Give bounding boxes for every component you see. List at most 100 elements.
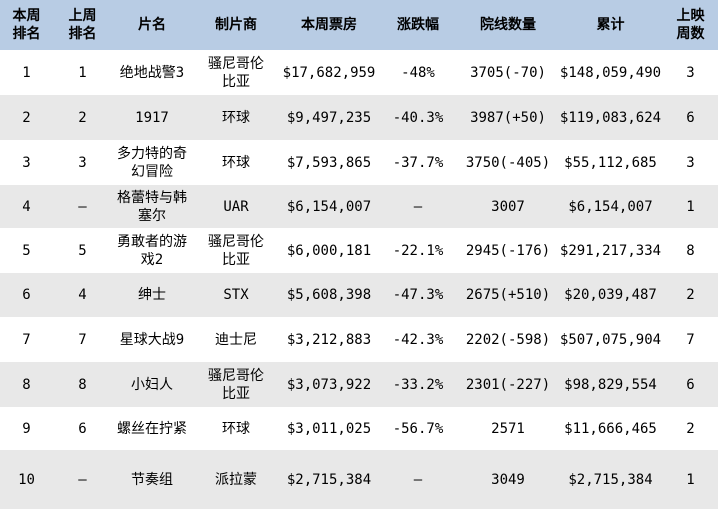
table-row: 10 – 节奏组 派拉蒙 $2,715,384 – 3049 $2,715,384 1 (0, 450, 718, 509)
cell-theater_count: 2675(+510) (465, 287, 551, 303)
cell-theater_count: 2571 (491, 420, 525, 437)
cell-film_title: 星球大战9 (119, 331, 185, 348)
cell-weeks_released: 2 (686, 420, 695, 437)
cell-weeks_released: 7 (686, 331, 695, 348)
cell-rank_last_week: 5 (78, 242, 87, 259)
cell-change_pct: -47.3% (392, 287, 444, 303)
table-row: 3 3 多力特的奇 幻冒险 环球 $7,593,865 -37.7% 3750(-405) $… (0, 140, 718, 185)
cell-gross_this_week: $7,593,865 (286, 154, 372, 171)
cell-weeks_released: 3 (686, 154, 695, 171)
cell-gross_this_week: $3,011,025 (286, 420, 372, 437)
cell-change_pct: -33.2% (392, 376, 444, 393)
table-row: 7 7 星球大战9 迪士尼 $3,212,883 -42.3% 2202(-598) $507… (0, 317, 718, 362)
cell-change_pct: -56.7% (392, 420, 444, 437)
table-row: 9 6 螺丝在拧紧 环球 $3,011,025 -56.7% 2571 $11,666,465… (0, 407, 718, 450)
cell-weeks_released: 6 (686, 109, 695, 126)
cell-studio: 骚尼哥伦 比亚 (208, 367, 264, 402)
cell-cumulative_gross: $11,666,465 (564, 420, 657, 437)
column-header-gross_this_week: 本周票房 (301, 17, 357, 33)
cell-rank_last_week: 1 (78, 64, 87, 81)
cell-theater_count: 3750(-405) (465, 154, 551, 171)
column-header-studio: 制片商 (215, 17, 257, 33)
cell-gross_this_week: $5,608,398 (286, 287, 372, 303)
cell-gross_this_week: $2,715,384 (286, 471, 372, 488)
cell-cumulative_gross: $291,217,334 (559, 242, 662, 259)
cell-rank_this_week: 5 (22, 242, 31, 259)
cell-weeks_released: 1 (686, 198, 695, 215)
cell-weeks_released: 2 (686, 287, 695, 303)
cell-studio: 环球 (222, 420, 250, 437)
cell-rank_this_week: 4 (22, 198, 31, 215)
cell-cumulative_gross: $148,059,490 (559, 64, 662, 81)
cell-cumulative_gross: $55,112,685 (564, 154, 657, 171)
cell-rank_this_week: 2 (22, 109, 31, 126)
cell-cumulative_gross: $20,039,487 (564, 287, 657, 303)
cell-gross_this_week: $9,497,235 (286, 109, 372, 126)
table-row: 6 4 绅士 STX $5,608,398 -47.3% 2675(+510) $20,039… (0, 273, 718, 317)
cell-rank_last_week: 7 (78, 331, 87, 348)
cell-theater_count: 3987(+50) (470, 109, 546, 126)
cell-rank_last_week: 8 (78, 376, 87, 393)
table-row: 4 – 格蕾特与韩 塞尔 UAR $6,154,007 – 3007 $6,154,007 1 (0, 185, 718, 228)
cell-cumulative_gross: $6,154,007 (568, 198, 653, 215)
cell-film_title: 勇敢者的游 戏2 (117, 233, 187, 268)
cell-studio: UAR (223, 198, 249, 215)
table-row: 5 5 勇敢者的游 戏2 骚尼哥伦 比亚 $6,000,181 -22.1% 2945(-1… (0, 228, 718, 273)
cell-theater_count: 3007 (491, 198, 525, 215)
column-header-weeks_released: 上映 周数 (676, 8, 705, 42)
cell-cumulative_gross: $507,075,904 (559, 331, 662, 348)
column-header-change_pct: 涨跌幅 (397, 17, 439, 33)
cell-film_title: 1917 (135, 109, 169, 126)
cell-studio: 环球 (222, 109, 250, 126)
cell-rank_this_week: 9 (22, 420, 31, 437)
cell-rank_this_week: 6 (22, 287, 31, 303)
cell-change_pct: -37.7% (392, 154, 444, 171)
header-row: 本周 排名 上周 排名 片名 制片商 本周票房 涨跌幅 院线数量 累计 上映 周数 (0, 0, 718, 50)
cell-gross_this_week: $6,000,181 (286, 242, 372, 259)
cell-rank_this_week: 8 (22, 376, 31, 393)
cell-change_pct: -42.3% (392, 331, 444, 348)
cell-rank_last_week: – (78, 471, 87, 488)
cell-theater_count: 2202(-598) (465, 331, 551, 348)
cell-cumulative_gross: $119,083,624 (559, 109, 662, 126)
cell-rank_this_week: 7 (22, 331, 31, 348)
column-header-film_title: 片名 (138, 17, 166, 33)
cell-studio: 环球 (222, 154, 250, 171)
cell-studio: 派拉蒙 (215, 471, 257, 488)
cell-weeks_released: 6 (686, 376, 695, 393)
cell-gross_this_week: $17,682,959 (282, 64, 376, 81)
cell-change_pct: – (413, 471, 423, 488)
cell-studio: STX (223, 287, 249, 303)
cell-rank_last_week: 3 (78, 154, 87, 171)
cell-studio: 骚尼哥伦 比亚 (208, 55, 264, 90)
cell-rank_last_week: 6 (78, 420, 87, 437)
cell-film_title: 格蕾特与韩 塞尔 (117, 189, 187, 224)
column-header-rank_last_week: 上周 排名 (68, 8, 97, 42)
cell-film_title: 螺丝在拧紧 (117, 420, 187, 437)
cell-film_title: 绝地战警3 (119, 64, 185, 81)
cell-theater_count: 2301(-227) (465, 376, 551, 393)
cell-rank_this_week: 10 (18, 471, 35, 488)
cell-rank_last_week: 4 (78, 287, 87, 303)
cell-gross_this_week: $6,154,007 (286, 198, 372, 215)
cell-theater_count: 2945(-176) (465, 242, 551, 259)
cell-rank_last_week: – (78, 198, 87, 215)
column-header-rank_this_week: 本周 排名 (12, 8, 41, 42)
cell-change_pct: -40.3% (392, 109, 444, 126)
cell-film_title: 节奏组 (131, 471, 173, 488)
cell-film_title: 小妇人 (131, 376, 173, 393)
cell-change_pct: -22.1% (392, 242, 444, 259)
cell-cumulative_gross: $2,715,384 (568, 471, 653, 488)
cell-gross_this_week: $3,212,883 (286, 331, 372, 348)
cell-film_title: 绅士 (138, 287, 166, 303)
cell-rank_this_week: 3 (22, 154, 31, 171)
cell-studio: 迪士尼 (215, 331, 257, 348)
table-row: 2 2 1917 环球 $9,497,235 -40.3% 3987(+50) $119,08… (0, 95, 718, 140)
cell-rank_this_week: 1 (22, 64, 31, 81)
cell-change_pct: -48% (401, 64, 435, 81)
cell-cumulative_gross: $98,829,554 (564, 376, 657, 393)
cell-film_title: 多力特的奇 幻冒险 (117, 145, 187, 180)
column-header-theater_count: 院线数量 (480, 17, 536, 33)
table-row: 8 8 小妇人 骚尼哥伦 比亚 $3,073,922 -33.2% 2301(-227) $9… (0, 362, 718, 407)
